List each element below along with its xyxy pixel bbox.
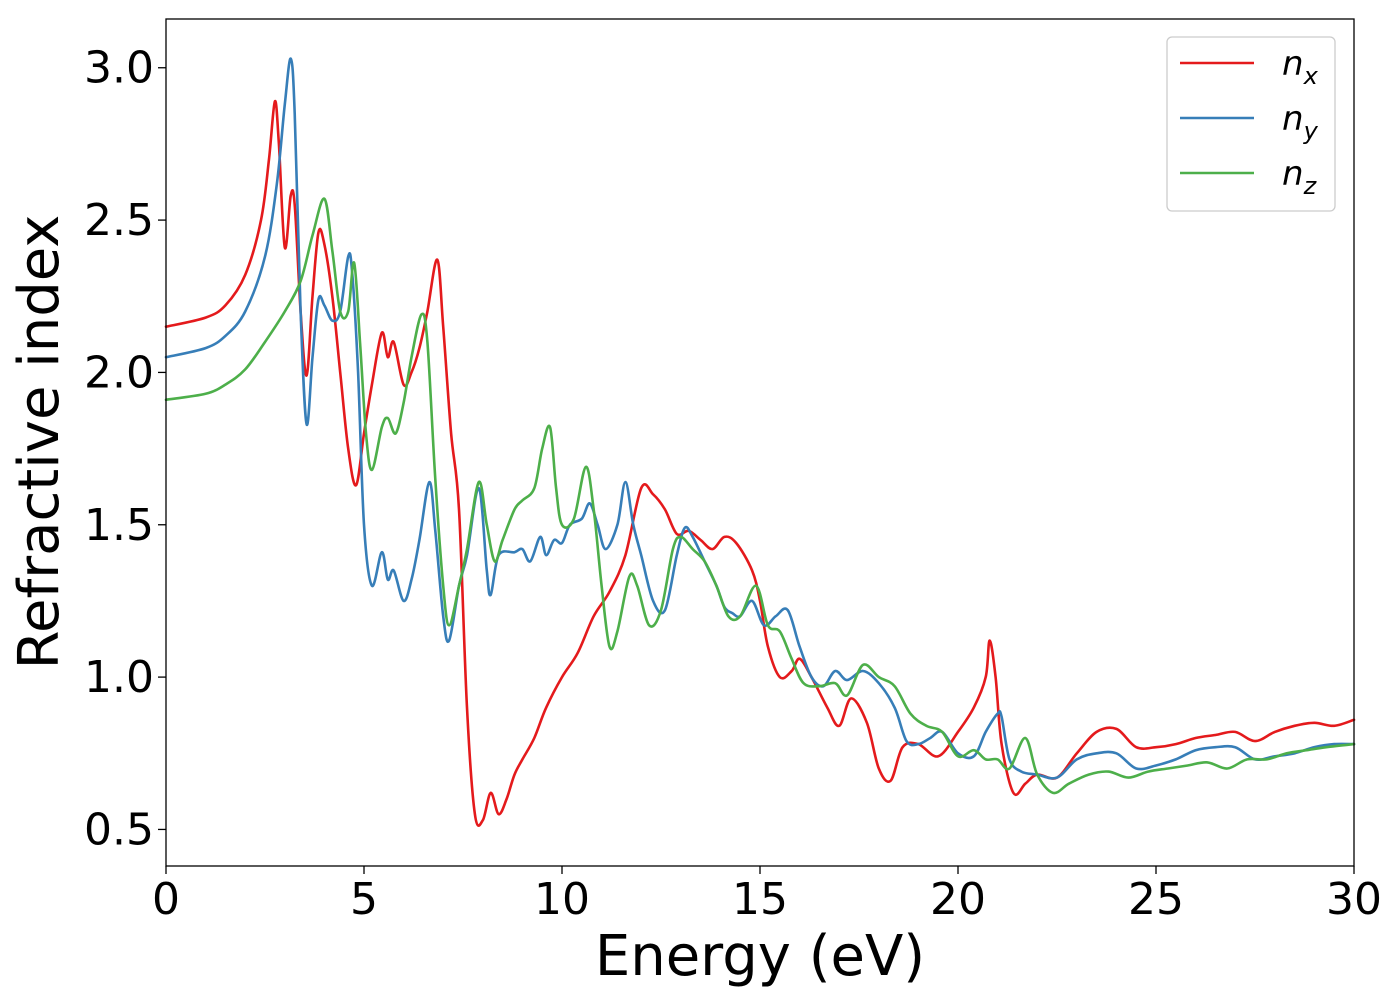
series-layer bbox=[164, 57, 1356, 827]
y-tick-label: 3.0 bbox=[84, 43, 154, 94]
x-axis: 0 5 10 15 20 25 30 bbox=[152, 866, 1382, 925]
legend: nx ny nz bbox=[1166, 36, 1336, 212]
x-tick-label: 25 bbox=[1128, 874, 1184, 925]
series-line-n-x bbox=[164, 99, 1356, 827]
x-tick-label: 15 bbox=[732, 874, 788, 925]
series-line-n-z bbox=[164, 197, 1356, 795]
x-tick-label: 5 bbox=[350, 874, 378, 925]
legend-label-n-y: ny bbox=[1282, 99, 1319, 145]
y-tick-label: 1.5 bbox=[84, 500, 154, 551]
legend-box bbox=[1166, 36, 1336, 212]
x-axis-title: Energy (eV) bbox=[595, 924, 925, 989]
x-tick-label: 10 bbox=[534, 874, 590, 925]
x-tick-label: 20 bbox=[930, 874, 986, 925]
y-tick-label: 2.0 bbox=[84, 347, 154, 398]
x-tick-label: 0 bbox=[152, 874, 180, 925]
legend-label-n-x: nx bbox=[1282, 44, 1319, 90]
series-line-n-y bbox=[164, 57, 1356, 780]
x-tick-label: 30 bbox=[1326, 874, 1382, 925]
legend-label-n-z: nz bbox=[1282, 154, 1318, 200]
y-axis: 0.5 1.0 1.5 2.0 2.5 3.0 bbox=[84, 43, 166, 855]
y-tick-label: 1.0 bbox=[84, 652, 154, 703]
y-tick-label: 0.5 bbox=[84, 804, 154, 855]
y-axis-title: Refractive index bbox=[7, 215, 72, 670]
y-tick-label: 2.5 bbox=[84, 195, 154, 246]
